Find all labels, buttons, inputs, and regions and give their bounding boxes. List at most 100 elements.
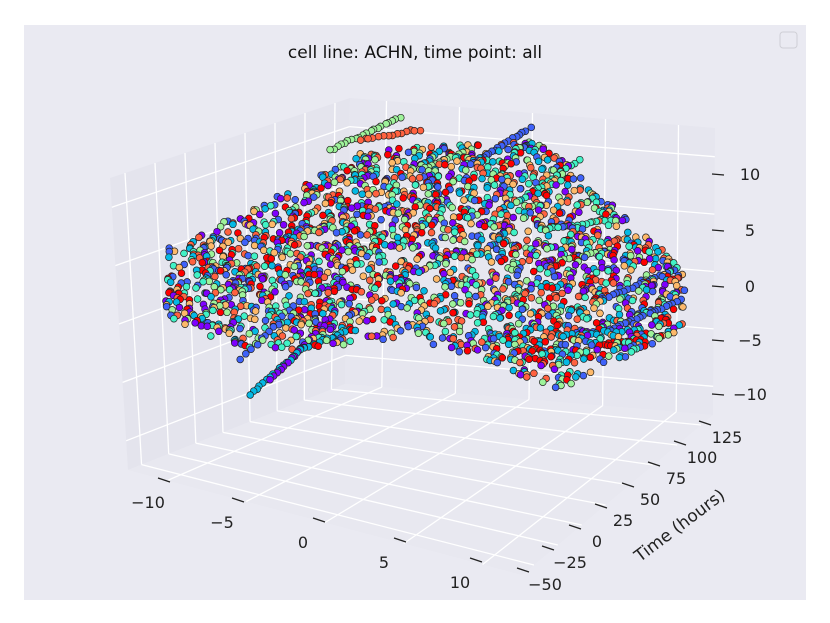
grid-line [141,463,535,566]
scatter-point [285,292,293,300]
scatter-point [679,303,687,311]
grid-line [111,125,350,208]
scatter-point [563,198,572,206]
z-tick-mark [711,393,725,396]
scatter-point [648,287,657,296]
scatter-point [590,304,598,312]
scatter-point [485,201,493,209]
scatter-point [283,194,291,202]
scatter-point [317,184,325,192]
scatter-point [474,241,482,250]
scatter-point [216,308,225,317]
scatter-point [516,370,525,379]
scatter-point [287,214,296,223]
scatter-point [570,358,579,367]
scatter-point [291,196,299,204]
scatter-point [467,219,475,228]
scatter-point [241,238,249,247]
scatter-point [450,228,459,236]
scatter-point [290,262,299,271]
scatter-point [193,271,201,279]
grid-line [482,411,677,566]
scatter-point [236,324,244,333]
scatter-point [371,155,379,164]
scatter-point [624,228,632,237]
scatter-point [193,295,202,303]
scatter-point [207,332,215,340]
scatter-point [530,369,538,378]
scatter-point [627,348,636,356]
scatter-point [648,266,657,274]
scatter-point [290,326,298,334]
scatter-point [574,292,583,301]
scatter-point [526,309,535,318]
scatter-point [553,321,561,330]
scatter-point [466,160,475,168]
scatter-point [573,201,581,209]
scatter-point [539,378,547,386]
scatter-point [537,288,545,297]
scatter-point [465,300,473,308]
scatter-point [604,267,612,275]
scatter-point [583,314,591,323]
scatter-point [628,296,637,305]
scatter-point [510,228,518,237]
scatter-point [461,285,469,294]
scatter-point [356,231,365,239]
scatter-point [268,220,276,229]
scatter-point [389,300,397,308]
scatter-point [466,311,475,319]
scatter-point [215,327,223,336]
grid-line [222,431,606,506]
scatter-point [427,143,436,151]
scatter-point [216,267,225,275]
grid-line [167,386,383,482]
scatter-point [277,343,286,351]
scatter-point [395,244,404,252]
z-tick-label: 5 [745,221,755,240]
scatter-point [278,253,287,262]
scatter-point [181,320,189,328]
scatter-point [418,165,426,174]
scatter-point [544,304,552,313]
scatter-point [261,205,269,213]
scatter-point [472,281,480,289]
scatter-point [351,187,360,195]
scatter-point [441,327,450,336]
x-tick-mark [312,517,326,523]
x-tick-mark [231,497,245,503]
scatter-point [532,239,540,248]
scatter-point [343,166,351,175]
scatter-point [580,355,588,363]
scatter-point [297,320,305,329]
scatter-point [645,248,653,256]
scatter-point [266,201,275,210]
scatter-point [310,270,319,279]
scatter-point [223,308,231,317]
scatter-point [576,155,584,164]
x-tick-label: −5 [210,513,234,532]
z-tick-label: 0 [745,277,755,296]
scatter-point [304,289,312,298]
scatter-point [579,371,588,380]
scatter-point [486,278,494,286]
scatter-point [268,261,276,270]
scatter-point [621,344,629,353]
scatter-point [654,248,662,256]
scatter-point [583,198,591,207]
scatter-point [397,289,405,297]
scatter-point [549,206,558,214]
scatter-point [378,296,386,305]
scatter-point [447,343,456,352]
scatter-point [580,253,589,262]
scatter-point [329,223,337,232]
grid-line [277,410,654,466]
scatter-point [544,231,553,240]
scatter-point [424,190,433,198]
scatter-point [497,210,505,218]
scatter-point [450,323,459,331]
scatter-point [573,315,581,323]
scatter-point [229,220,237,229]
scatter-point [384,150,392,159]
scatter-point [319,211,327,220]
